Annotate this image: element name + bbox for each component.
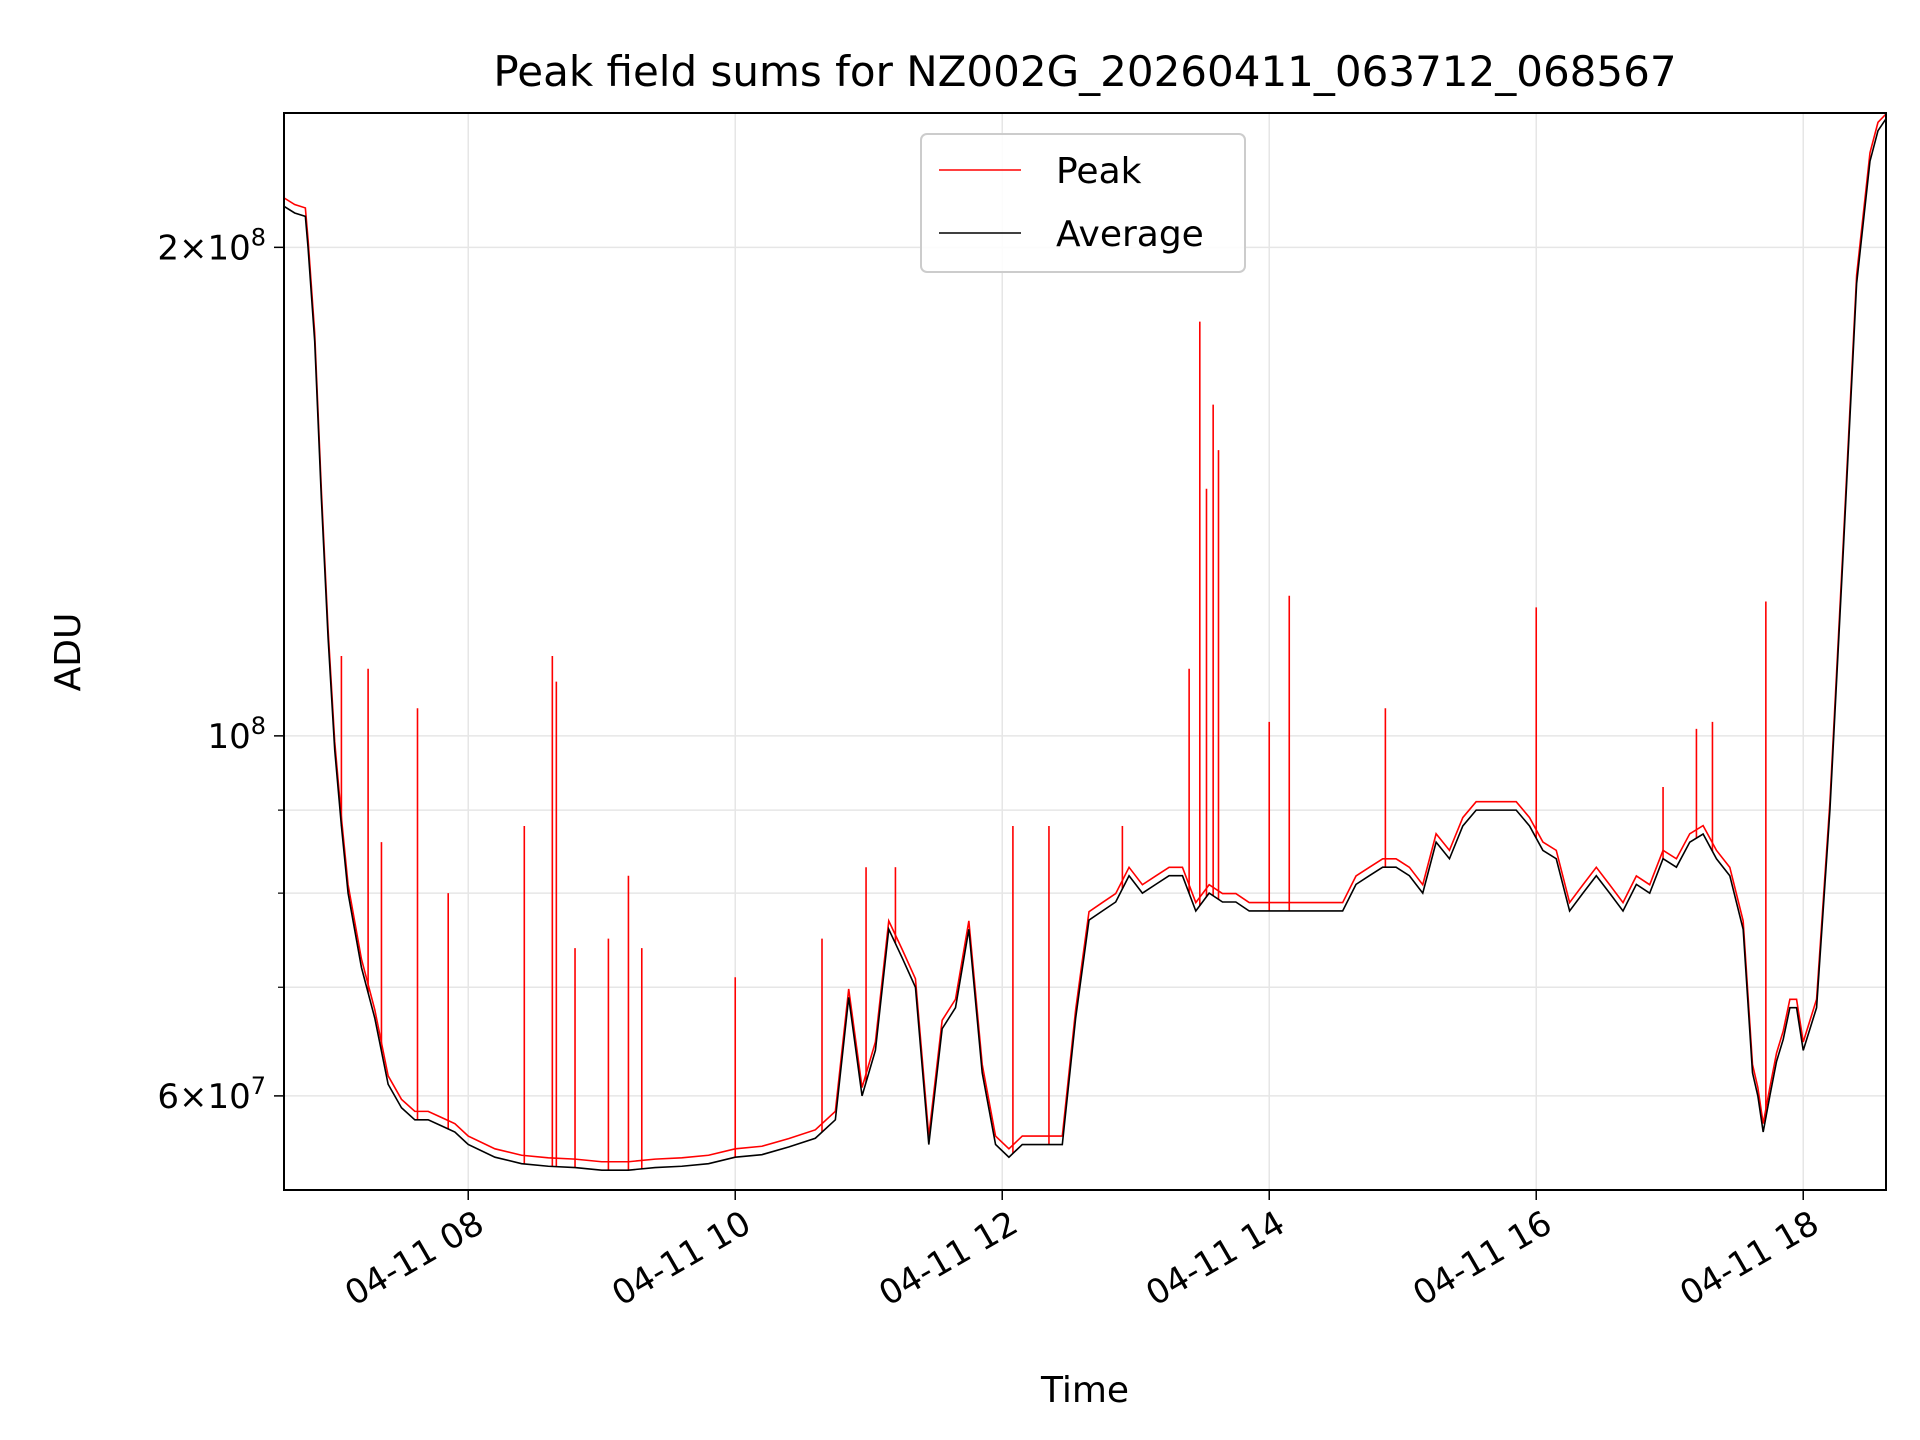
y-tick-label: 6×107: [157, 1072, 266, 1117]
peak-series: [283, 113, 1887, 1171]
y-axis-label: ADU: [48, 613, 89, 692]
chart-title: Peak field sums for NZ002G_20260411_0637…: [493, 47, 1676, 96]
legend-average-label: Average: [1056, 214, 1204, 255]
y-tick-label: 2×108: [157, 223, 266, 268]
peak-line: [283, 113, 1887, 1163]
legend-box: [920, 133, 1246, 273]
plot-frame: [283, 112, 1887, 1191]
average-line: [283, 118, 1887, 1171]
y-tick-label: 108: [207, 712, 266, 757]
grid-lines: [284, 113, 1886, 1190]
legend-peak-label: Peak: [1056, 151, 1142, 192]
y-axis: 6×107 108 2×108: [157, 223, 284, 1117]
x-axis-label: Time: [1040, 1370, 1129, 1411]
average-series: [283, 118, 1887, 1171]
legend: Peak Average: [920, 133, 1246, 273]
